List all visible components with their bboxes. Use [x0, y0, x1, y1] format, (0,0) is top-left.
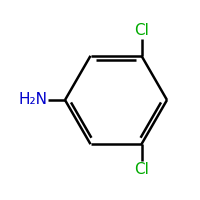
Text: Cl: Cl — [134, 23, 149, 38]
Text: H₂N: H₂N — [18, 92, 47, 108]
Text: Cl: Cl — [134, 162, 149, 177]
